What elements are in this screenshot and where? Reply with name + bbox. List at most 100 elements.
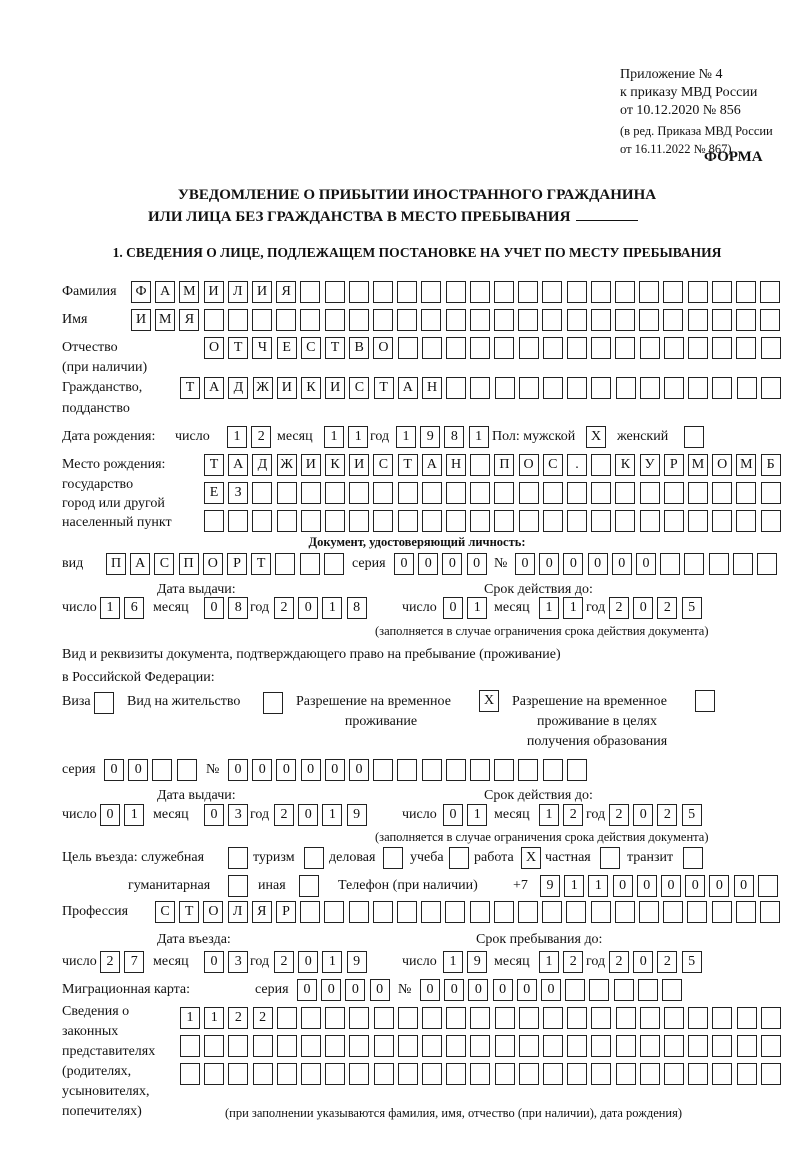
char-cell[interactable] [373,1035,394,1057]
char-cell[interactable] [204,510,224,532]
char-cell[interactable]: 0 [611,553,632,575]
char-cell[interactable]: З [228,482,249,504]
char-cell[interactable] [180,1035,200,1057]
char-cell[interactable]: 3 [228,804,249,826]
char-cell[interactable]: 0 [298,951,319,973]
char-cell[interactable]: 0 [204,951,224,973]
char-cell[interactable]: О [203,901,224,923]
char-cell[interactable]: Е [276,337,297,359]
char-cell[interactable]: У [639,454,660,476]
char-cell[interactable]: 9 [346,804,367,826]
char-cell[interactable] [639,510,660,532]
char-cell[interactable]: Д [252,454,273,476]
char-cell[interactable] [664,377,684,399]
char-cell[interactable] [660,553,681,575]
char-cell[interactable] [518,309,539,331]
char-cell[interactable] [204,1063,225,1085]
char-cell[interactable] [421,759,442,781]
char-cell[interactable]: 0 [492,979,513,1001]
char-cell[interactable] [542,759,563,781]
char-cell[interactable] [760,1063,781,1085]
char-cell[interactable] [204,1035,225,1057]
char-cell[interactable] [349,1063,370,1085]
char-cell[interactable] [494,377,515,399]
char-cell[interactable] [712,1007,733,1029]
char-cell[interactable]: 1 [564,875,585,897]
char-cell[interactable] [639,1035,660,1057]
char-cell[interactable]: С [349,377,370,399]
char-cell[interactable]: Я [179,309,200,331]
char-cell[interactable] [687,901,708,923]
char-cell[interactable]: С [154,553,175,575]
char-cell[interactable] [445,281,466,303]
char-cell[interactable] [422,1035,442,1057]
char-cell[interactable] [736,510,757,532]
char-cell[interactable] [567,1035,588,1057]
char-cell[interactable]: 0 [539,553,560,575]
char-cell[interactable] [446,1063,467,1085]
char-cell[interactable]: П [178,553,199,575]
char-cell[interactable] [760,281,781,303]
char-cell[interactable] [275,553,296,575]
char-cell[interactable] [542,281,563,303]
char-cell[interactable] [688,510,708,532]
char-cell[interactable] [664,1063,684,1085]
char-cell[interactable] [566,901,587,923]
char-cell[interactable]: 5 [681,951,702,973]
checkbox-cell[interactable] [263,692,283,714]
checkbox-cell[interactable] [299,875,319,897]
char-cell[interactable] [567,377,588,399]
char-cell[interactable] [470,1007,491,1029]
char-cell[interactable]: 0 [369,979,390,1001]
char-cell[interactable]: И [203,281,224,303]
char-cell[interactable] [518,337,539,359]
char-cell[interactable]: С [373,454,394,476]
char-cell[interactable]: Ж [276,454,297,476]
char-cell[interactable]: 0 [443,597,463,619]
char-cell[interactable] [760,377,781,399]
char-cell[interactable] [518,482,539,504]
char-cell[interactable] [757,875,778,897]
char-cell[interactable] [397,1035,418,1057]
char-cell[interactable] [687,309,708,331]
char-cell[interactable]: К [325,454,345,476]
char-cell[interactable] [372,901,393,923]
char-cell[interactable]: . [567,454,587,476]
char-cell[interactable]: 2 [274,951,294,973]
char-cell[interactable]: А [228,454,249,476]
char-cell[interactable] [567,1007,588,1029]
char-cell[interactable] [494,482,515,504]
char-cell[interactable] [663,510,684,532]
char-cell[interactable] [615,1035,636,1057]
char-cell[interactable] [228,1063,249,1085]
char-cell[interactable] [252,1035,273,1057]
char-cell[interactable] [470,377,491,399]
char-cell[interactable]: 1 [324,426,344,448]
char-cell[interactable] [494,337,515,359]
char-cell[interactable] [590,309,611,331]
char-cell[interactable] [446,510,466,532]
char-cell[interactable] [300,901,321,923]
char-cell[interactable] [349,1035,370,1057]
checkbox-cell[interactable] [383,847,403,869]
char-cell[interactable]: 5 [681,804,702,826]
char-cell[interactable]: О [373,337,394,359]
char-cell[interactable]: 9 [420,426,441,448]
char-cell[interactable]: К [615,454,636,476]
char-cell[interactable] [615,309,635,331]
char-cell[interactable] [203,309,224,331]
char-cell[interactable] [494,759,515,781]
char-cell[interactable] [664,1007,684,1029]
char-cell[interactable]: 0 [104,759,124,781]
char-cell[interactable] [300,510,321,532]
char-cell[interactable]: А [397,377,418,399]
char-cell[interactable]: 0 [633,951,654,973]
char-cell[interactable] [639,901,659,923]
char-cell[interactable] [518,759,539,781]
char-cell[interactable]: 2 [100,951,120,973]
char-cell[interactable] [252,510,273,532]
char-cell[interactable]: М [688,454,708,476]
char-cell[interactable]: Т [397,454,418,476]
char-cell[interactable] [757,553,777,575]
char-cell[interactable] [711,309,732,331]
